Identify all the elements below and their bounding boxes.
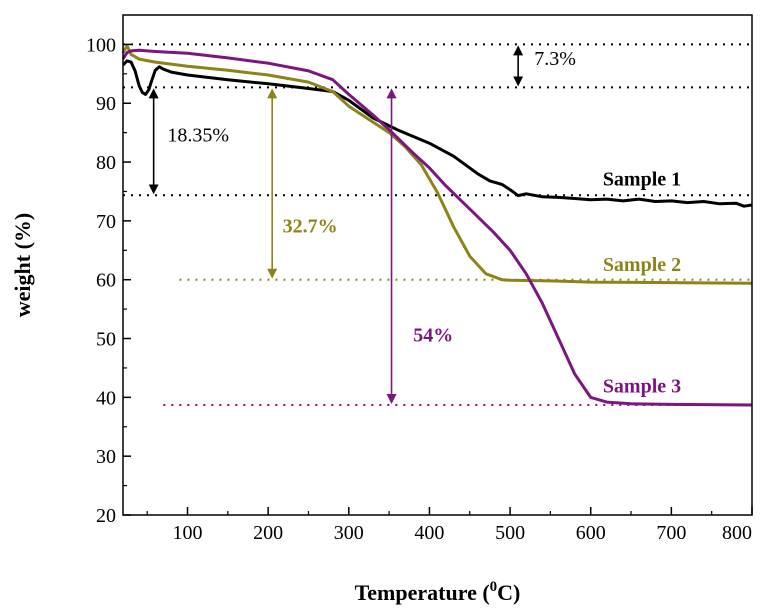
y-tick-label-80: 80 [96, 152, 116, 174]
y-axis-title: weight (%) [10, 213, 35, 317]
series-line-sample-1 [121, 59, 753, 208]
x-tick-label-100: 100 [173, 522, 203, 544]
y-tick-label-30: 30 [96, 446, 116, 468]
plot-frame [122, 14, 753, 516]
axis-ticks: 100 200 300 400 500 600 700 800 20 30 40 50 60 70 80 90… [86, 34, 753, 544]
annotation-18-35-: 18.35% [167, 124, 229, 146]
y-tick-label-60: 60 [96, 270, 116, 292]
annotation-54-: 54% [413, 324, 453, 346]
annotation-sample-2: Sample 2 [603, 254, 681, 276]
y-tick-label-100: 100 [86, 34, 116, 56]
annotation-32-7-: 32.7% [283, 216, 338, 238]
y-tick-label-20: 20 [96, 505, 116, 527]
reference-lines [123, 43, 752, 406]
x-tick-label-200: 200 [253, 522, 283, 544]
y-tick-label-50: 50 [96, 329, 116, 351]
y-tick-label-70: 70 [96, 211, 116, 233]
x-axis-title: Temperature (0C) [355, 579, 521, 605]
x-axis-title-unit: C) [497, 580, 520, 605]
series-line-sample-3 [121, 48, 753, 407]
arrows [148, 45, 524, 404]
annotation-sample-3: Sample 3 [603, 376, 681, 398]
x-tick-label-400: 400 [414, 522, 444, 544]
x-tick-label-500: 500 [495, 522, 525, 544]
annotation-sample-1: Sample 1 [603, 169, 681, 191]
x-axis-title-superscript: 0 [490, 579, 498, 595]
annotation-7-3-: 7.3% [534, 48, 576, 70]
x-tick-label-700: 700 [656, 522, 686, 544]
x-tick-label-800: 800 [722, 522, 752, 544]
y-tick-label-90: 90 [96, 93, 116, 115]
data-series [121, 44, 753, 407]
y-tick-label-40: 40 [96, 387, 116, 409]
x-axis-title-text: Temperature ( [355, 580, 490, 605]
x-tick-label-300: 300 [334, 522, 364, 544]
x-tick-label-600: 600 [576, 522, 606, 544]
annotations: 7.3% 18.35% 32.7% 54% Sample 1 Sample 2 Sample… [167, 48, 681, 398]
series-line-sample-2 [121, 44, 753, 285]
